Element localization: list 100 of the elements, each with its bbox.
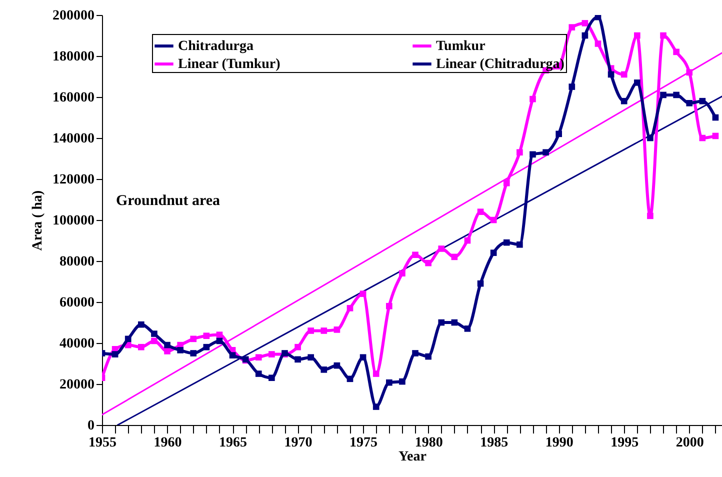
x-tick-label: 1955	[88, 436, 116, 450]
y-tick-label: 140000	[52, 132, 94, 146]
point	[151, 330, 158, 337]
point	[673, 48, 680, 56]
point	[673, 92, 680, 98]
point	[464, 325, 471, 332]
point	[594, 15, 602, 20]
point	[660, 32, 666, 39]
point	[268, 351, 275, 358]
point	[516, 149, 523, 156]
point	[699, 134, 706, 142]
x-tick-label: 1965	[219, 436, 248, 450]
x-axis-title: Year	[398, 450, 426, 464]
point	[216, 338, 223, 344]
x-tick-label: 1990	[545, 436, 574, 450]
point	[425, 260, 432, 266]
point	[451, 254, 458, 260]
y-tick-label: 200000	[52, 8, 94, 24]
point	[620, 71, 628, 78]
point	[556, 130, 562, 138]
point	[372, 370, 380, 377]
point	[699, 98, 706, 104]
y-tick-label: 100000	[52, 214, 94, 228]
point	[164, 348, 170, 354]
point	[490, 216, 497, 224]
point	[620, 98, 628, 104]
y-tick-label: 60000	[60, 296, 94, 310]
point	[255, 354, 262, 361]
y-tick-label: 160000	[52, 90, 94, 106]
point	[138, 321, 144, 328]
x-tick-label: 1980	[414, 436, 443, 450]
point	[582, 20, 588, 26]
point	[320, 328, 328, 334]
y-tick-label: 20000	[60, 378, 94, 392]
point	[647, 134, 654, 142]
point	[346, 304, 354, 312]
legend-label: Linear (Tumkur)	[178, 57, 281, 72]
point	[203, 332, 210, 339]
point	[346, 376, 354, 382]
point	[308, 354, 314, 361]
point	[542, 149, 549, 156]
point	[634, 32, 640, 39]
point	[386, 379, 392, 386]
point	[360, 290, 366, 297]
point	[516, 241, 523, 248]
point	[190, 336, 197, 342]
point	[255, 370, 262, 377]
point	[634, 79, 640, 86]
point	[647, 212, 654, 220]
point	[530, 96, 536, 102]
point	[530, 151, 536, 158]
point	[229, 352, 236, 358]
point	[386, 302, 392, 310]
point	[568, 24, 576, 30]
point	[151, 338, 158, 344]
legend-label: Tumkur	[436, 39, 486, 54]
point	[124, 336, 132, 342]
point	[360, 354, 366, 361]
point	[464, 237, 471, 244]
point	[425, 353, 432, 360]
y-tick-label: 0	[88, 418, 94, 434]
point	[594, 40, 602, 47]
point	[334, 362, 340, 369]
point	[503, 180, 510, 186]
point	[451, 319, 458, 326]
point	[438, 246, 445, 252]
point	[399, 270, 406, 276]
point	[320, 366, 328, 373]
point	[138, 344, 144, 350]
x-tick-label: 1975	[350, 436, 378, 450]
x-tick-label: 1995	[610, 436, 639, 450]
point	[503, 239, 510, 246]
point	[399, 378, 406, 385]
point	[190, 350, 197, 356]
point	[477, 208, 484, 215]
y-tick-label: 80000	[60, 254, 94, 270]
x-tick-label: 2000	[676, 436, 704, 450]
legend-label: Chitradurga	[178, 39, 254, 54]
point	[712, 114, 719, 121]
point	[294, 356, 301, 363]
x-tick-label: 1985	[480, 436, 508, 450]
point	[582, 32, 588, 39]
point	[477, 280, 484, 287]
point	[660, 92, 666, 98]
point	[412, 252, 418, 258]
x-tick-label: 1960	[154, 436, 182, 450]
point	[177, 347, 184, 354]
point	[112, 351, 118, 358]
point	[334, 326, 340, 333]
y-tick-label: 180000	[52, 50, 94, 64]
point	[712, 132, 719, 140]
point	[164, 342, 170, 348]
point	[372, 404, 380, 410]
point	[438, 319, 445, 326]
point	[686, 100, 693, 106]
y-axis-title: Area ( ha)	[30, 190, 46, 251]
annotation: Groundnut area	[116, 193, 221, 209]
y-tick-label: 40000	[60, 336, 94, 352]
point	[686, 69, 693, 76]
point	[608, 71, 614, 78]
